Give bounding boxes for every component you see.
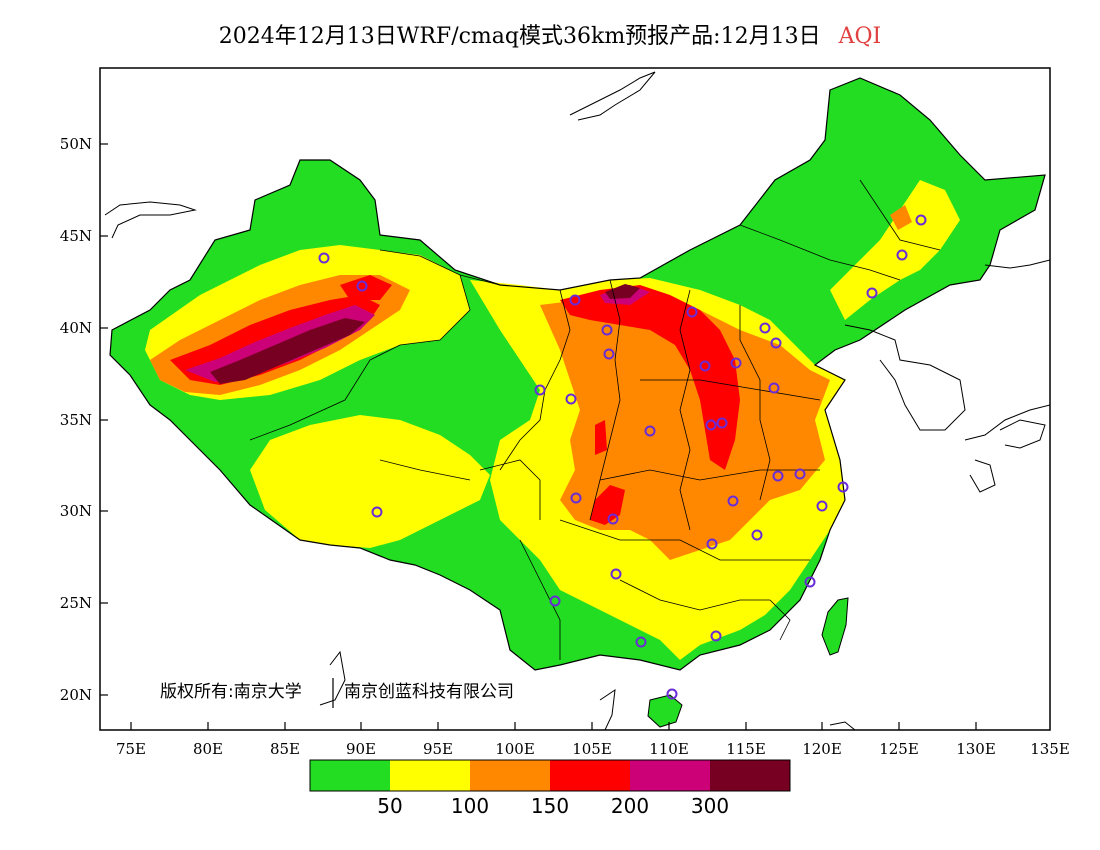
china-border <box>109 77 1046 671</box>
lat-label-25n: 25N <box>60 594 92 612</box>
lon-label-130e: 130E <box>956 740 996 758</box>
lon-label-110e: 110E <box>649 740 689 758</box>
region-yellow-northeast <box>830 180 960 320</box>
colorbar-label-150: 150 <box>531 794 569 818</box>
lon-label-85e: 85E <box>270 740 300 758</box>
region-red-north <box>560 285 740 470</box>
lat-label-20n: 20N <box>60 686 92 704</box>
lat-label-40n: 40N <box>60 319 92 337</box>
variable-label: AQI <box>838 24 882 49</box>
lat-label-50n: 50N <box>60 135 92 153</box>
colorbar <box>310 760 790 791</box>
lon-label-105e: 105E <box>572 740 612 758</box>
title-text: 2024年12月13日WRF/cmaq模式36km预报产品:12月13日 <box>218 24 821 49</box>
lat-label-45n: 45N <box>60 227 92 245</box>
island-taiwan <box>821 597 849 656</box>
copyright-left: 版权所有:南京大学 <box>160 682 302 702</box>
map-title: 2024年12月13日WRF/cmaq模式36km预报产品:12月13日 AQI <box>0 18 1100 50</box>
lon-label-80e: 80E <box>193 740 223 758</box>
colorbar-segment-3 <box>550 760 630 791</box>
station-markers <box>318 214 927 700</box>
lon-label-135e: 135E <box>1030 740 1070 758</box>
map-frame <box>99 67 1051 731</box>
lon-label-95e: 95E <box>423 740 453 758</box>
colorbar-label-300: 300 <box>691 794 729 818</box>
neighbor-coastlines <box>104 71 1050 730</box>
region-orange-ne <box>890 205 912 230</box>
colorbar-label-50: 50 <box>377 794 402 818</box>
region-yellow-tibet <box>250 415 490 548</box>
colorbar-segment-5 <box>710 760 790 791</box>
region-darkred-northwest <box>210 318 365 384</box>
lon-label-115e: 115E <box>726 740 766 758</box>
colorbar-segment-0 <box>310 760 390 791</box>
lon-ticks <box>130 722 977 730</box>
colorbar-label-200: 200 <box>611 794 649 818</box>
colorbar-segment-1 <box>390 760 470 791</box>
map-layers <box>104 71 1050 730</box>
lon-label-90e: 90E <box>346 740 376 758</box>
lon-label-125e: 125E <box>879 740 919 758</box>
lat-ticks <box>100 143 108 696</box>
colorbar-segment-2 <box>470 760 550 791</box>
colorbar-labels: 50 100 150 200 300 <box>377 794 729 818</box>
lat-labels: 50N 45N 40N 35N 30N 25N 20N <box>60 135 92 704</box>
lon-label-120e: 120E <box>802 740 842 758</box>
lat-label-35n: 35N <box>60 411 92 429</box>
lon-label-75e: 75E <box>116 740 146 758</box>
colorbar-frame <box>309 759 791 792</box>
region-red-spot1 <box>595 420 607 455</box>
copyright-right: 南京创蓝科技有限公司 <box>344 682 514 702</box>
lat-label-30n: 30N <box>60 502 92 520</box>
lon-labels: 75E 80E 85E 90E 95E 100E 105E 110E 115E … <box>116 740 1070 758</box>
colorbar-label-100: 100 <box>451 794 489 818</box>
lon-label-100e: 100E <box>495 740 535 758</box>
island-hainan <box>647 694 683 728</box>
colorbar-segment-4 <box>630 760 710 791</box>
